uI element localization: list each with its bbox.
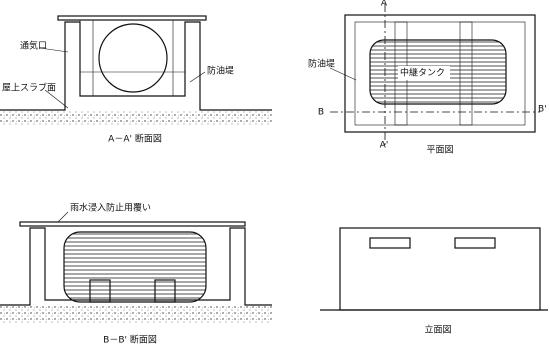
section-mark: B' — [538, 105, 547, 115]
section-mark: A — [381, 0, 388, 9]
section-a-view: 通気口 屋上スラブ面 防油堤 A－A' 断面図 — [0, 15, 272, 145]
elevation-view: 立面図 — [320, 227, 548, 336]
caption: B－B' 断面図 — [103, 334, 157, 346]
section-mark: A' — [380, 141, 389, 151]
caption: A－A' 断面図 — [108, 133, 162, 145]
label: 雨水浸入防止用覆い — [70, 202, 151, 214]
section-b-view: 雨水浸入防止用覆い B－B' 断面図 — [0, 202, 272, 346]
label: 通気口 — [20, 40, 47, 52]
caption: 立面図 — [424, 324, 451, 336]
label: 屋上スラブ面 — [2, 82, 56, 94]
section-mark: B — [318, 108, 324, 118]
label: 防油堤 — [308, 58, 335, 70]
label: 中継タンク — [400, 67, 445, 79]
label: 防油堤 — [207, 65, 234, 77]
caption: 平面図 — [426, 145, 453, 156]
plan-view: 中継タンク 防油堤 A A' B B' 平面図 — [308, 0, 547, 156]
